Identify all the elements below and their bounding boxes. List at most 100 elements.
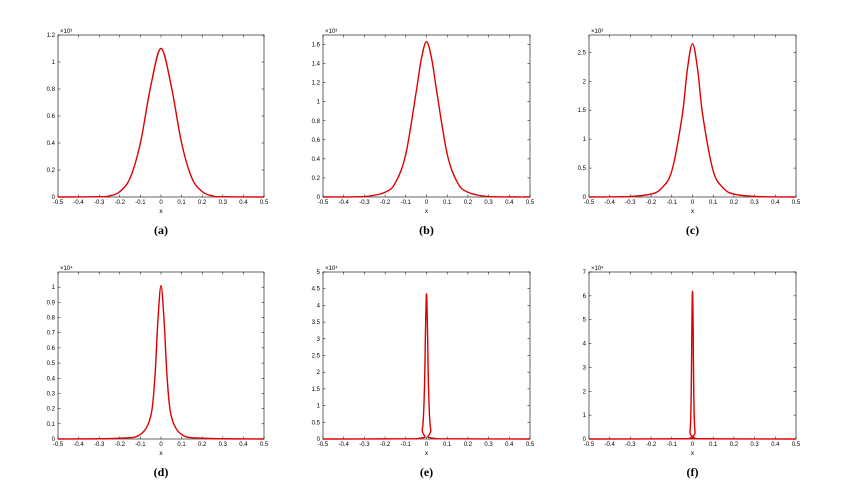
y-tick-label: 0.3 (47, 391, 56, 397)
y-multiplier: ×10³ (60, 29, 72, 35)
x-tick-label: -0.3 (625, 442, 636, 448)
series-line (588, 290, 797, 440)
x-tick-label: 0.5 (260, 200, 269, 206)
y-tick-label: 0.6 (312, 138, 321, 144)
y-tick-label: 2 (583, 79, 587, 85)
x-tick-label: -0.5 (53, 442, 64, 448)
y-tick-label: 5 (583, 318, 587, 324)
x-tick-label: -0.5 (318, 442, 329, 448)
x-axis-label: x (159, 208, 163, 215)
y-tick-label: 2 (583, 389, 587, 395)
x-tick-label: 0.2 (730, 200, 739, 206)
plot-frame (322, 34, 531, 198)
x-axis-label: x (691, 450, 695, 457)
x-tick-label: 0.4 (505, 442, 514, 448)
y-tick-label: 1.5 (578, 108, 587, 114)
x-tick-label: 0.3 (750, 200, 759, 206)
panel-label: (f) (687, 465, 699, 479)
y-tick-label: 1.4 (312, 62, 321, 68)
chart-panel-6: -0.5 -0.4 -0.3 -0.2 -0.1 0 0.1 0.2 0.3 0.4 0.5 0 1 2 3… (583, 265, 801, 479)
x-axis-label: x (425, 450, 429, 457)
x-tick-label: 0.4 (771, 200, 780, 206)
series-line (322, 40, 531, 198)
x-tick-label: -0.2 (646, 200, 657, 206)
x-tick-label: -0.4 (73, 442, 84, 448)
y-tick-label: 0.2 (47, 407, 56, 413)
x-tick-label: -0.1 (401, 200, 412, 206)
x-tick-label: 0.4 (505, 200, 514, 206)
x-tick-label: 0.1 (177, 442, 186, 448)
x-tick-label: 0.4 (239, 200, 248, 206)
x-tick-label: 0.4 (771, 442, 780, 448)
y-tick-label: 0.5 (47, 361, 56, 367)
x-tick-label: -0.2 (380, 442, 391, 448)
y-tick-label: 3 (583, 365, 587, 371)
y-tick-label: 4.5 (312, 287, 321, 293)
x-tick-label: 0.5 (792, 442, 801, 448)
x-tick-label: 0.1 (443, 442, 452, 448)
x-tick-label: 0.3 (219, 442, 228, 448)
y-tick-label: 0.4 (47, 141, 56, 147)
series-line (322, 293, 531, 440)
panel-label: (c) (686, 223, 699, 237)
y-tick-label: 0.8 (47, 316, 56, 322)
x-tick-label: -0.5 (53, 200, 64, 206)
y-tick-label: 7 (583, 270, 587, 276)
plot-frame (57, 271, 265, 440)
x-tick-label: -0.4 (339, 442, 350, 448)
x-tick-label: -0.2 (115, 200, 126, 206)
y-multiplier: ×10⁴ (325, 265, 338, 272)
y-multiplier: ×10⁴ (60, 265, 73, 272)
y-tick-label: 0 (52, 437, 56, 443)
x-tick-label: -0.4 (605, 200, 616, 206)
y-tick-label: 0.9 (47, 300, 56, 306)
x-tick-label: -0.1 (401, 442, 412, 448)
y-tick-label: 0 (52, 195, 56, 201)
y-tick-label: 0.8 (47, 87, 56, 93)
y-tick-label: 4 (317, 303, 321, 309)
y-multiplier: ×10⁴ (591, 265, 604, 272)
y-tick-label: 0.5 (578, 166, 587, 172)
y-tick-label: 3 (317, 337, 321, 343)
y-tick-label: 0.6 (47, 346, 56, 352)
x-tick-label: 0 (691, 442, 695, 448)
y-tick-label: 0.2 (47, 168, 56, 174)
x-axis-label: x (159, 450, 163, 457)
y-tick-label: 1 (583, 137, 587, 143)
plot-frame (588, 34, 797, 198)
x-tick-label: 0 (425, 442, 429, 448)
y-tick-label: 0.4 (47, 376, 56, 382)
x-tick-label: 0 (691, 200, 695, 206)
y-tick-label: 0.6 (47, 114, 56, 120)
y-tick-label: 4 (583, 342, 587, 348)
x-tick-label: 0.2 (730, 442, 739, 448)
chart-panel-2: -0.5 -0.4 -0.3 -0.2 -0.1 0 0.1 0.2 0.3 0.4 0.5 0 0.2… (312, 29, 535, 237)
x-axis-label: x (691, 208, 695, 215)
y-tick-label: 1 (52, 285, 56, 291)
y-tick-label: 1 (317, 100, 321, 106)
x-tick-label: 0.5 (260, 442, 269, 448)
panel-label: (d) (154, 465, 169, 479)
y-tick-label: 0.5 (312, 420, 321, 426)
x-tick-label: 0.2 (464, 442, 473, 448)
x-tick-label: -0.2 (115, 442, 126, 448)
x-tick-label: -0.2 (646, 442, 657, 448)
x-tick-label: 0.2 (464, 200, 473, 206)
y-tick-label: 2 (317, 370, 321, 376)
x-tick-label: 0.5 (526, 200, 535, 206)
x-tick-label: 0.3 (484, 200, 493, 206)
x-tick-label: 0.1 (443, 200, 452, 206)
y-tick-label: 1.2 (47, 33, 56, 39)
y-tick-label: 1.6 (312, 43, 321, 49)
x-tick-label: 0.3 (219, 200, 228, 206)
series-line (57, 284, 265, 440)
chart-panel-5: -0.5 -0.4 -0.3 -0.2 -0.1 0 0.1 0.2 0.3 0.4 0.5 0 0.5… (312, 265, 535, 479)
x-tick-label: 0.3 (750, 442, 759, 448)
y-tick-label: 0.2 (312, 176, 321, 182)
x-tick-label: 0.5 (526, 442, 535, 448)
y-multiplier: ×10³ (325, 29, 337, 35)
chart-panel-3: -0.5 -0.4 -0.3 -0.2 -0.1 0 0.1 0.2 0.3 0.4 0.5 0 0.5… (578, 29, 801, 237)
y-tick-label: 1.2 (312, 81, 321, 87)
series-line (57, 47, 265, 198)
